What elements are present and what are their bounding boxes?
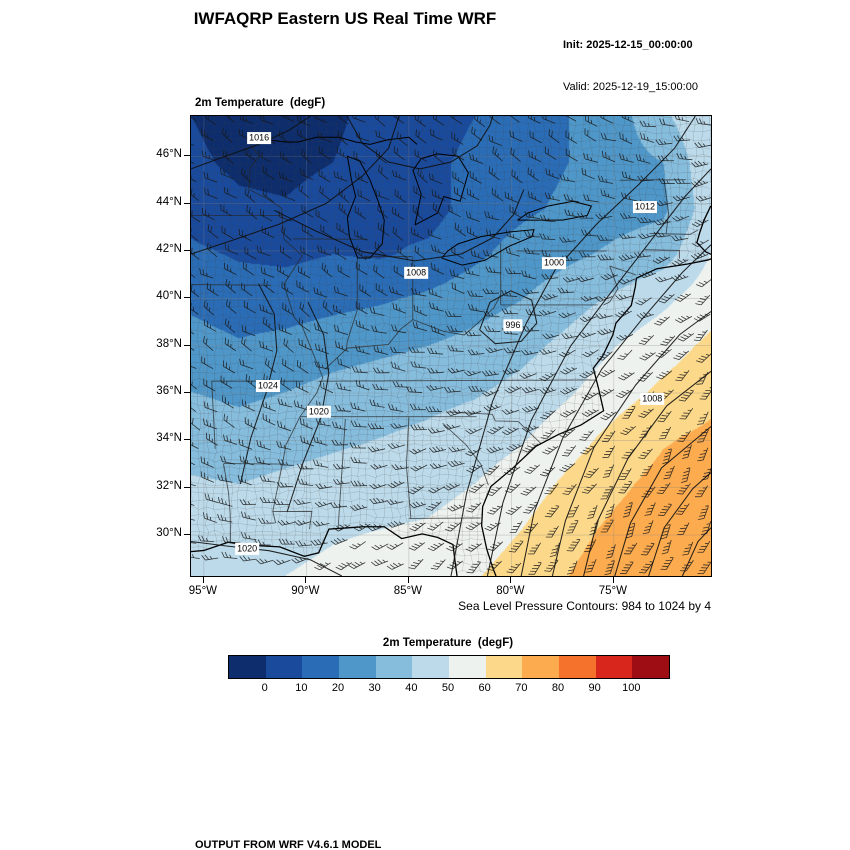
valid-time: Valid: 2025-12-19_15:00:00 (563, 81, 698, 93)
colorbar-tick-label: 10 (295, 682, 308, 694)
colorbar-segment (339, 656, 376, 678)
lat-tick-label: 34°N (156, 432, 182, 445)
map-panel (190, 115, 712, 577)
lon-tick-mark (305, 577, 307, 583)
colorbar-tick-label: 0 (261, 682, 268, 694)
lat-tick-label: 36°N (156, 384, 182, 397)
lat-tick-label: 40°N (156, 290, 182, 303)
lat-tick-label: 44°N (156, 195, 182, 208)
colorbar-segment (595, 656, 633, 678)
colorbar-tick-label: 40 (405, 682, 418, 694)
colorbar-tick-label: 100 (622, 682, 641, 694)
lat-tick-label: 38°N (156, 337, 182, 350)
colorbar-tick-label: 70 (515, 682, 528, 694)
colorbar-segment (375, 656, 413, 678)
colorbar-segment (449, 656, 486, 678)
colorbar-tick-label: 60 (478, 682, 491, 694)
colorbar-segment (412, 656, 450, 678)
lat-tick-label: 32°N (156, 479, 182, 492)
run-times: Init: 2025-12-15_00:00:00 Valid: 2025-12… (563, 10, 698, 122)
colorbar-tick-label: 80 (551, 682, 565, 694)
colorbar-segment (265, 656, 303, 678)
weather-map-canvas (191, 116, 711, 576)
footer-model-line: OUTPUT FROM WRF V4.6.1 MODEL (195, 839, 382, 850)
lon-tick-label: 75°W (598, 585, 627, 597)
lon-tick-label: 85°W (393, 585, 422, 597)
init-time: Init: 2025-12-15_00:00:00 (563, 39, 693, 51)
field-label-temperature: 2m Temperature (degF) (195, 97, 326, 109)
colorbar-tick-label: 30 (368, 682, 381, 694)
colorbar-segment (522, 656, 560, 678)
colorbar-title: 2m Temperature (degF) (382, 637, 514, 649)
lon-tick-label: 80°W (496, 585, 525, 597)
lon-tick-mark (407, 577, 409, 583)
colorbar-tick-label: 90 (588, 682, 601, 694)
lon-tick-label: 95°W (188, 585, 218, 597)
lat-tick-label: 46°N (156, 148, 182, 161)
colorbar-segment (485, 656, 523, 678)
colorbar-segment (559, 656, 596, 678)
contour-note: Sea Level Pressure Contours: 984 to 1024… (458, 599, 711, 613)
colorbar-tick-label: 50 (441, 682, 455, 694)
footer: OUTPUT FROM WRF V4.6.1 MODEL WE = 310 ; … (195, 810, 644, 850)
colorbar-segment (302, 656, 340, 678)
lon-tick-label: 90°W (291, 585, 320, 597)
colorbar-tick-label: 20 (331, 682, 345, 694)
colorbar-segment (229, 656, 266, 678)
colorbar-segment (632, 656, 670, 678)
lon-tick-mark (202, 577, 204, 583)
lon-tick-mark (612, 577, 614, 583)
lon-tick-mark (510, 577, 512, 583)
page-title: IWFAQRP Eastern US Real Time WRF (193, 9, 497, 28)
colorbar (228, 655, 670, 679)
lat-tick-label: 42°N (156, 242, 182, 255)
colorbar-tick-labels: 0 10 20 30 40 50 60 70 80 90 100 (228, 682, 668, 696)
lat-tick-label: 30°N (156, 527, 182, 540)
